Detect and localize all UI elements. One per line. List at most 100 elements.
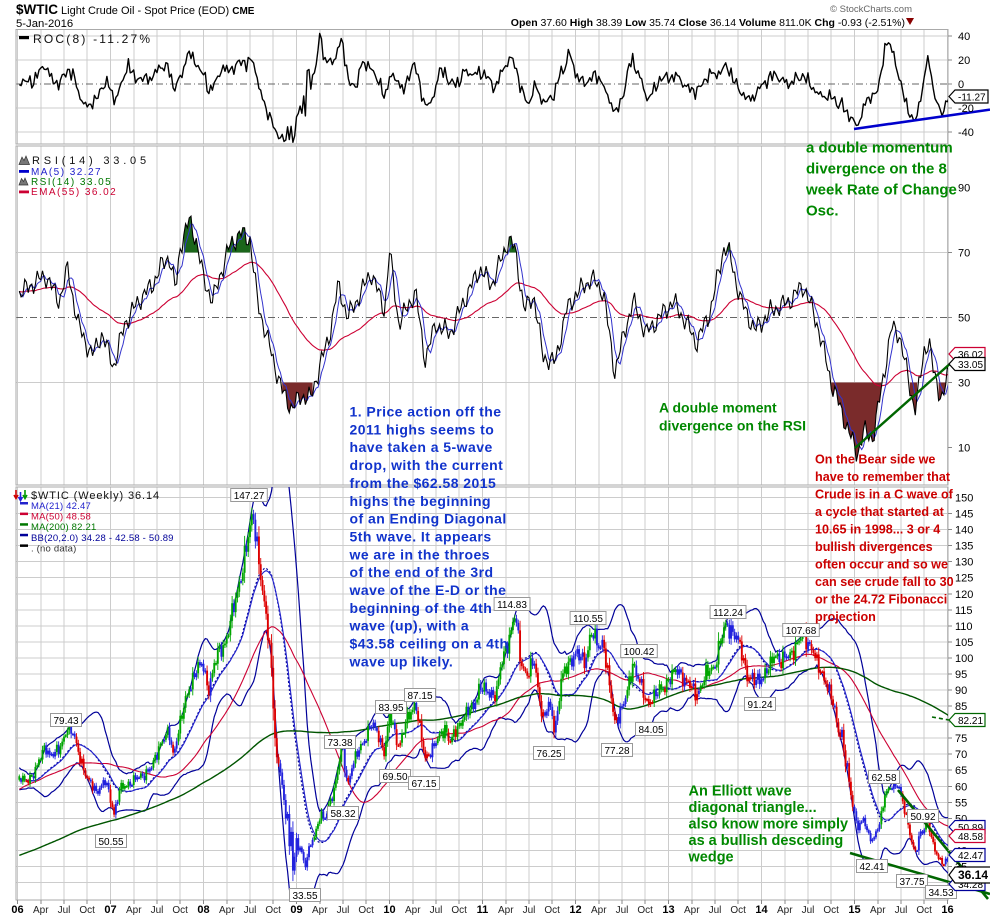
svg-text:0: 0 bbox=[958, 79, 964, 91]
svg-text:50.89: 50.89 bbox=[958, 823, 983, 834]
svg-text:112.24: 112.24 bbox=[713, 608, 743, 619]
svg-text:65: 65 bbox=[955, 765, 967, 777]
svg-text:have taken a 5-wave: have taken a 5-wave bbox=[350, 439, 493, 455]
svg-text:50.55: 50.55 bbox=[98, 837, 123, 848]
svg-text:69.50: 69.50 bbox=[382, 772, 407, 783]
svg-text:Jul: Jul bbox=[709, 905, 722, 916]
svg-text:-40: -40 bbox=[958, 127, 974, 139]
svg-text:Apr: Apr bbox=[126, 905, 142, 916]
svg-text:Oct: Oct bbox=[544, 905, 560, 916]
svg-text:-20: -20 bbox=[958, 103, 974, 115]
svg-text:© StockCharts.com: © StockCharts.com bbox=[830, 4, 912, 15]
svg-text:Apr: Apr bbox=[870, 905, 886, 916]
svg-text:125: 125 bbox=[955, 573, 973, 585]
svg-text:divergence on the 8: divergence on the 8 bbox=[806, 161, 947, 178]
svg-text:Oct: Oct bbox=[358, 905, 374, 916]
svg-text:Oct: Oct bbox=[172, 905, 188, 916]
svg-text:150: 150 bbox=[955, 493, 973, 505]
svg-text:67.15: 67.15 bbox=[411, 779, 436, 790]
svg-text:33.05: 33.05 bbox=[958, 360, 983, 371]
svg-text:37.75: 37.75 bbox=[899, 877, 924, 888]
svg-text:40: 40 bbox=[958, 31, 970, 43]
svg-text:50.92: 50.92 bbox=[910, 812, 935, 823]
svg-text:60: 60 bbox=[955, 781, 967, 793]
svg-text:beginning of the 4th: beginning of the 4th bbox=[350, 600, 493, 616]
svg-text:Jul: Jul bbox=[523, 905, 536, 916]
svg-text:50: 50 bbox=[958, 313, 970, 325]
svg-text:also know more simply: also know more simply bbox=[689, 817, 849, 833]
svg-text:09: 09 bbox=[290, 904, 302, 916]
svg-text:130: 130 bbox=[955, 557, 973, 569]
svg-text:Open 37.60 High 38.39 Low 35.7: Open 37.60 High 38.39 Low 35.74 Close 36… bbox=[511, 17, 905, 29]
svg-text:Oct: Oct bbox=[451, 905, 467, 916]
svg-text:90: 90 bbox=[958, 183, 970, 195]
svg-text:$43.58 ceiling on a 4th: $43.58 ceiling on a 4th bbox=[350, 636, 509, 652]
svg-text:of the end of the 3rd: of the end of the 3rd bbox=[350, 564, 494, 580]
svg-text:34.53: 34.53 bbox=[928, 888, 953, 899]
svg-text:from the $62.58 2015: from the $62.58 2015 bbox=[350, 475, 497, 491]
svg-text:76.25: 76.25 bbox=[536, 749, 561, 760]
svg-text:RSI(14) 33.05: RSI(14) 33.05 bbox=[32, 155, 150, 167]
svg-text:EMA(55) 36.02: EMA(55) 36.02 bbox=[31, 187, 117, 198]
svg-text:MA(200) 82.21: MA(200) 82.21 bbox=[31, 522, 96, 533]
svg-text:divergence on the RSI: divergence on the RSI bbox=[659, 418, 806, 434]
svg-text:11: 11 bbox=[477, 904, 489, 916]
svg-text:120: 120 bbox=[955, 589, 973, 601]
svg-text:42.41: 42.41 bbox=[859, 862, 884, 873]
svg-text:wave up likely.: wave up likely. bbox=[349, 653, 454, 669]
svg-text:bullish divergences: bullish divergences bbox=[815, 540, 933, 554]
svg-text:15: 15 bbox=[848, 904, 860, 916]
svg-text:ROC(8) -11.27%: ROC(8) -11.27% bbox=[33, 32, 152, 46]
svg-text:07: 07 bbox=[104, 904, 116, 916]
svg-text:a cycle that started at: a cycle that started at bbox=[815, 505, 945, 519]
svg-text:Jul: Jul bbox=[430, 905, 443, 916]
svg-text:as a bullish desceding: as a bullish desceding bbox=[689, 833, 844, 849]
svg-text:115: 115 bbox=[955, 605, 973, 617]
svg-text:Apr: Apr bbox=[219, 905, 235, 916]
svg-text:Apr: Apr bbox=[591, 905, 607, 916]
svg-text:13: 13 bbox=[662, 904, 674, 916]
svg-text:Apr: Apr bbox=[405, 905, 421, 916]
svg-text:91.24: 91.24 bbox=[747, 700, 772, 711]
svg-text:2011 highs seems to: 2011 highs seems to bbox=[350, 421, 495, 437]
svg-text:$WTIC Light Crude Oil - Spot P: $WTIC Light Crude Oil - Spot Price (EOD)… bbox=[16, 2, 255, 17]
svg-text:110.55: 110.55 bbox=[573, 614, 603, 625]
svg-text:week Rate of Change: week Rate of Change bbox=[805, 182, 957, 199]
svg-text:often occur and so we: often occur and so we bbox=[815, 558, 948, 572]
svg-text:75: 75 bbox=[955, 733, 967, 745]
svg-text:we are in the throes: we are in the throes bbox=[349, 546, 490, 562]
svg-text:48.58: 48.58 bbox=[958, 832, 983, 843]
svg-text:42.47: 42.47 bbox=[958, 851, 983, 862]
svg-text:a double momentum: a double momentum bbox=[806, 140, 953, 157]
svg-text:100.42: 100.42 bbox=[624, 647, 655, 658]
svg-text:Osc.: Osc. bbox=[806, 203, 839, 220]
svg-text:62.58: 62.58 bbox=[871, 773, 896, 784]
svg-text:wave of the E-D or the: wave of the E-D or the bbox=[349, 582, 507, 598]
svg-text:-11.27: -11.27 bbox=[958, 93, 986, 104]
svg-text:projection: projection bbox=[815, 610, 876, 624]
svg-text:BB(20,2.0) 34.28 - 42.58 - 50.: BB(20,2.0) 34.28 - 42.58 - 50.89 bbox=[31, 533, 174, 544]
svg-text:Apr: Apr bbox=[777, 905, 793, 916]
svg-text:Oct: Oct bbox=[79, 905, 95, 916]
svg-text:Oct: Oct bbox=[265, 905, 281, 916]
svg-text:79.43: 79.43 bbox=[53, 716, 78, 727]
svg-text:135: 135 bbox=[955, 541, 973, 553]
svg-text:have to remember that: have to remember that bbox=[815, 470, 951, 484]
svg-text:77.28: 77.28 bbox=[604, 746, 629, 757]
svg-text:MA(5) 32.27: MA(5) 32.27 bbox=[31, 167, 102, 178]
svg-text:55: 55 bbox=[955, 797, 967, 809]
svg-text:34.28: 34.28 bbox=[958, 880, 983, 891]
svg-text:drop, with the current: drop, with the current bbox=[350, 457, 504, 473]
svg-text:95: 95 bbox=[955, 669, 967, 681]
svg-text:73.38: 73.38 bbox=[327, 738, 352, 749]
svg-text:Apr: Apr bbox=[684, 905, 700, 916]
svg-text:or the 24.72 Fibonacci: or the 24.72 Fibonacci bbox=[815, 593, 947, 607]
svg-text:Jul: Jul bbox=[244, 905, 257, 916]
svg-text:wedge: wedge bbox=[688, 850, 734, 866]
svg-text:114.83: 114.83 bbox=[497, 600, 527, 611]
svg-text:14: 14 bbox=[755, 904, 768, 916]
svg-text:Jul: Jul bbox=[616, 905, 629, 916]
svg-text:83.95: 83.95 bbox=[378, 703, 403, 714]
svg-text:On the Bear side we: On the Bear side we bbox=[815, 453, 935, 467]
svg-text:90: 90 bbox=[955, 685, 967, 697]
